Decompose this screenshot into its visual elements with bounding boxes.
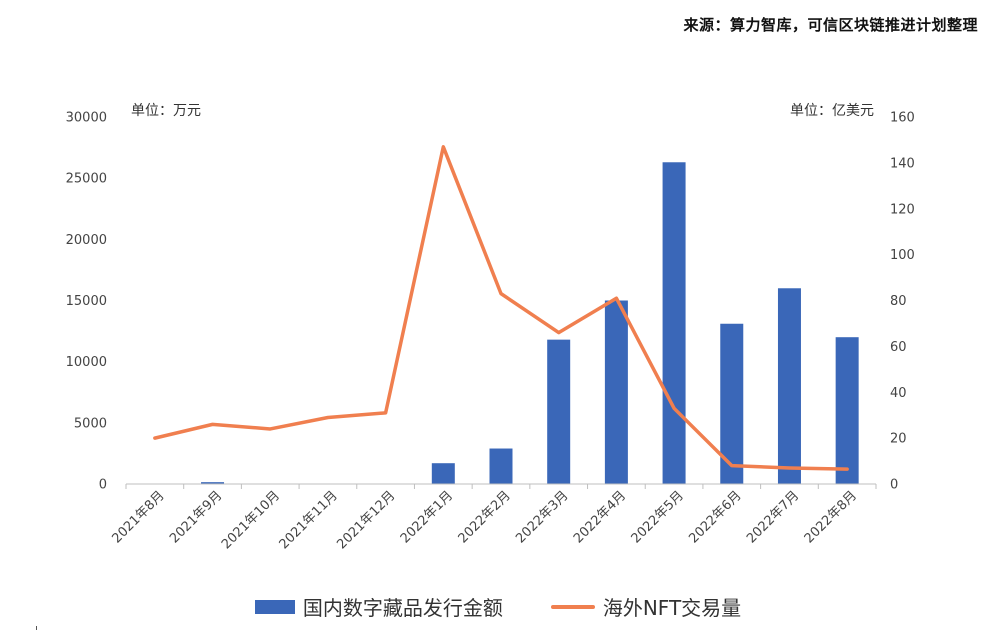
right-axis-tick-label: 140	[890, 156, 915, 171]
x-axis-category-label: 2021年9月	[167, 488, 225, 546]
corner-mark	[36, 626, 37, 630]
bar-9	[604, 300, 628, 484]
right-axis: 0 20 40 60 80 100 120 140 160	[890, 111, 915, 493]
bar-10	[662, 162, 686, 484]
bar-7	[489, 448, 513, 484]
left-axis-tick-label: 5000	[74, 416, 107, 431]
x-axis-category-label: 2021年12月	[334, 488, 398, 552]
right-axis-tick-label: 0	[890, 478, 898, 493]
right-axis-unit-label: 单位：亿美元	[790, 103, 874, 119]
bar-2	[201, 482, 225, 484]
line-series	[153, 145, 849, 471]
left-axis-unit-label: 单位：万元	[131, 103, 201, 119]
x-axis-category-label: 2021年11月	[277, 488, 341, 552]
legend-line-label: 海外NFT交易量	[602, 596, 742, 620]
x-axis-category-label: 2022年1月	[398, 488, 456, 546]
bar-13	[835, 337, 859, 484]
right-axis-tick-label: 40	[890, 386, 907, 401]
left-axis-tick-label: 0	[99, 478, 107, 493]
legend-bar-swatch	[254, 599, 295, 614]
x-axis-category-label: 2022年2月	[456, 488, 514, 546]
legend: 国内数字藏品发行金额 海外NFT交易量	[0, 592, 996, 621]
left-axis-tick-label: 25000	[66, 172, 107, 187]
legend-item-bar: 国内数字藏品发行金额	[254, 592, 503, 621]
left-axis-tick-label: 30000	[66, 111, 107, 126]
x-axis-category-label: 2021年10月	[219, 488, 283, 552]
left-axis-tick-label: 15000	[66, 294, 107, 309]
x-axis-category-label: 2022年3月	[513, 488, 571, 546]
right-axis-tick-label: 100	[890, 248, 915, 263]
source-caption: 来源：算力智库，可信区块链推进计划整理	[683, 16, 978, 34]
left-axis-tick-label: 10000	[66, 355, 107, 370]
x-axis-category-label: 2022年4月	[571, 488, 629, 546]
legend-line-swatch	[550, 604, 595, 609]
bar-series	[201, 162, 859, 484]
legend-bar-label: 国内数字藏品发行金额	[302, 596, 503, 620]
legend-item-line: 海外NFT交易量	[550, 592, 742, 621]
x-axis-category-label: 2022年7月	[744, 488, 802, 546]
x-axis-category-label: 2021年8月	[109, 488, 167, 546]
left-axis-tick-label: 20000	[66, 233, 107, 248]
bar-12	[777, 288, 801, 484]
right-axis-tick-label: 120	[890, 202, 915, 217]
right-axis-tick-label: 160	[890, 111, 915, 126]
x-axis-category-label: 2022年8月	[802, 488, 860, 546]
x-axis-category-label: 2022年5月	[629, 488, 687, 546]
right-axis-tick-label: 80	[890, 294, 907, 309]
bar-8	[547, 339, 571, 484]
bar-6	[431, 463, 455, 484]
left-axis: 0 5000 10000 15000 20000 25000 30000	[66, 111, 107, 493]
right-axis-tick-label: 60	[890, 340, 907, 355]
right-axis-tick-label: 20	[890, 432, 907, 447]
nft-volume-line	[153, 145, 849, 471]
chart-canvas: 0 5000 10000 15000 20000 25000 30000 0 20 40 60 80…	[66, 103, 915, 552]
x-axis-category-label: 2022年6月	[686, 488, 744, 546]
bar-11	[720, 323, 744, 484]
